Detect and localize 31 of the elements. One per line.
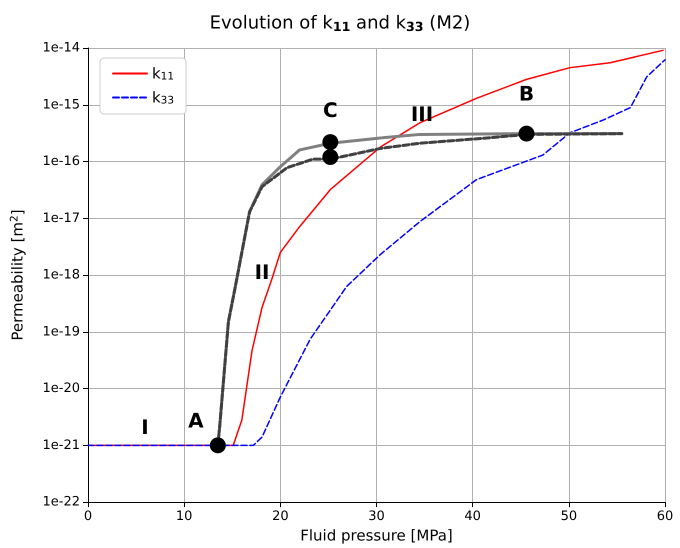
annotation: I <box>141 415 149 439</box>
point <box>518 126 535 142</box>
y-tick-label: 1e-16 <box>42 154 80 170</box>
annotation: B <box>518 82 534 106</box>
y-axis-title: Permeability [m2] <box>8 209 26 341</box>
legend-label: k11 <box>152 64 174 82</box>
point <box>322 149 338 166</box>
y-tick-label: 1e-17 <box>42 210 80 226</box>
y-tick-label: 1e-15 <box>42 97 80 112</box>
x-tick-label: 0 <box>84 509 92 524</box>
y-tick-label: 1e-18 <box>42 268 80 283</box>
x-tick-label: 20 <box>272 509 289 524</box>
annotation: III <box>410 102 434 126</box>
x-tick-label: 10 <box>176 509 192 524</box>
x-tick-label: 50 <box>560 509 578 524</box>
point <box>322 134 338 150</box>
annotation: C <box>322 98 338 122</box>
y-tick-label: 1e-14 <box>42 40 80 56</box>
legend-label: k33 <box>152 88 174 106</box>
x-tick-label: 60 <box>656 509 674 524</box>
y-tick-label: 1e-22 <box>42 494 80 510</box>
chart-title: Evolution of k11 and k33 (M2) <box>210 12 470 34</box>
x-axis-title: Fluid pressure [MPa] <box>300 526 453 544</box>
y-tick-label: 1e-20 <box>42 381 80 396</box>
y-tick-label: 1e-19 <box>42 324 80 340</box>
point <box>210 437 226 454</box>
y-tick-label: 1e-21 <box>42 438 80 453</box>
annotation: II <box>254 260 270 284</box>
x-tick-label: 30 <box>368 509 385 524</box>
x-tick-label: 40 <box>464 509 481 524</box>
annotation: A <box>188 408 204 432</box>
